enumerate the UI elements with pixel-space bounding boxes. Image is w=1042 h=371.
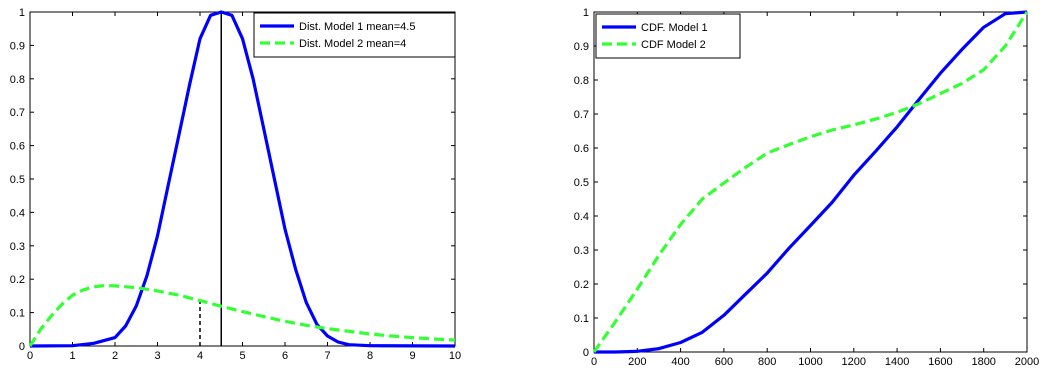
x-tick-label: 4 bbox=[197, 350, 203, 362]
x-tick-label: 3 bbox=[154, 350, 160, 362]
x-tick-label: 0 bbox=[27, 350, 33, 362]
plot-area bbox=[29, 11, 456, 347]
y-tick-label: 0.7 bbox=[574, 109, 589, 121]
y-tick-label: 0.6 bbox=[10, 141, 25, 153]
y-tick-label: 0 bbox=[583, 347, 589, 359]
x-tick-label: 2000 bbox=[1015, 356, 1039, 368]
y-tick-label: 0.3 bbox=[574, 245, 589, 257]
y-tick-label: 0.4 bbox=[574, 211, 589, 223]
chart-1: 0 1 2 3 4 5 6 7 8 9 10 0 0.1 0.2 0.3 0.4 0.5 0.6 0.7 0.8 0.9… bbox=[10, 7, 461, 362]
chart-2: 0 200 400 600 800 1000 1200 1400 1600 1800 2000 0 0.… bbox=[574, 7, 1040, 368]
x-tick-label: 200 bbox=[628, 356, 646, 368]
legend-label-1: Dist. Model 1 mean=4.5 bbox=[299, 21, 415, 33]
y-tick-label: 0.9 bbox=[574, 41, 589, 53]
y-tick-label: 0.4 bbox=[10, 207, 25, 219]
y-tick-label: 0.5 bbox=[574, 177, 589, 189]
series-line-2 bbox=[592, 11, 1029, 353]
series-line-2 bbox=[28, 283, 456, 347]
x-tick-label: 2 bbox=[112, 350, 118, 362]
y-tick-label: 1 bbox=[583, 7, 589, 19]
x-tick-label: 1800 bbox=[971, 356, 995, 368]
y-tick-label: 0.1 bbox=[574, 313, 589, 325]
x-tick-label: 800 bbox=[758, 356, 776, 368]
y-tick-label: 0.2 bbox=[10, 274, 25, 286]
legend-label-1: CDF. Model 1 bbox=[641, 22, 708, 34]
x-tick-label: 0 bbox=[591, 356, 597, 368]
series-line-1 bbox=[594, 10, 1028, 354]
legend: CDF. Model 1 CDF Model 2 bbox=[595, 13, 741, 59]
x-tick-label: 1400 bbox=[885, 356, 909, 368]
x-tick-label: 6 bbox=[282, 350, 288, 362]
y-tick-label: 0.8 bbox=[10, 74, 25, 86]
x-tick-label: 8 bbox=[367, 350, 373, 362]
y-tick-label: 0.3 bbox=[10, 241, 25, 253]
y-tick-label: 0.7 bbox=[10, 107, 25, 119]
series-line-1 bbox=[29, 10, 456, 348]
x-tick-label: 10 bbox=[449, 350, 461, 362]
x-tick-label: 600 bbox=[715, 356, 733, 368]
x-tick-label: 9 bbox=[409, 350, 415, 362]
y-tick-label: 0 bbox=[19, 341, 25, 353]
legend: Dist. Model 1 mean=4.5 Dist. Model 2 mean… bbox=[253, 12, 456, 58]
y-tick-label: 0.2 bbox=[574, 279, 589, 291]
x-tick-label: 5 bbox=[239, 350, 245, 362]
y-tick-label: 0.9 bbox=[10, 40, 25, 52]
legend-label-2: Dist. Model 2 mean=4 bbox=[299, 38, 406, 50]
plot-area bbox=[593, 11, 1028, 353]
x-tick-label: 7 bbox=[324, 350, 330, 362]
x-tick-label: 1000 bbox=[798, 356, 822, 368]
y-tick-label: 1 bbox=[19, 7, 25, 19]
y-tick-label: 0.8 bbox=[574, 75, 589, 87]
x-tick-label: 1200 bbox=[842, 356, 866, 368]
x-tick-label: 400 bbox=[671, 356, 689, 368]
x-tick-label: 1 bbox=[69, 350, 75, 362]
legend-label-2: CDF Model 2 bbox=[641, 39, 706, 51]
x-tick-label: 1600 bbox=[928, 356, 952, 368]
legend-box bbox=[595, 13, 741, 59]
legend-box bbox=[253, 12, 456, 58]
y-tick-label: 0.5 bbox=[10, 174, 25, 186]
y-tick-label: 0.1 bbox=[10, 308, 25, 320]
y-tick-label: 0.6 bbox=[574, 143, 589, 155]
